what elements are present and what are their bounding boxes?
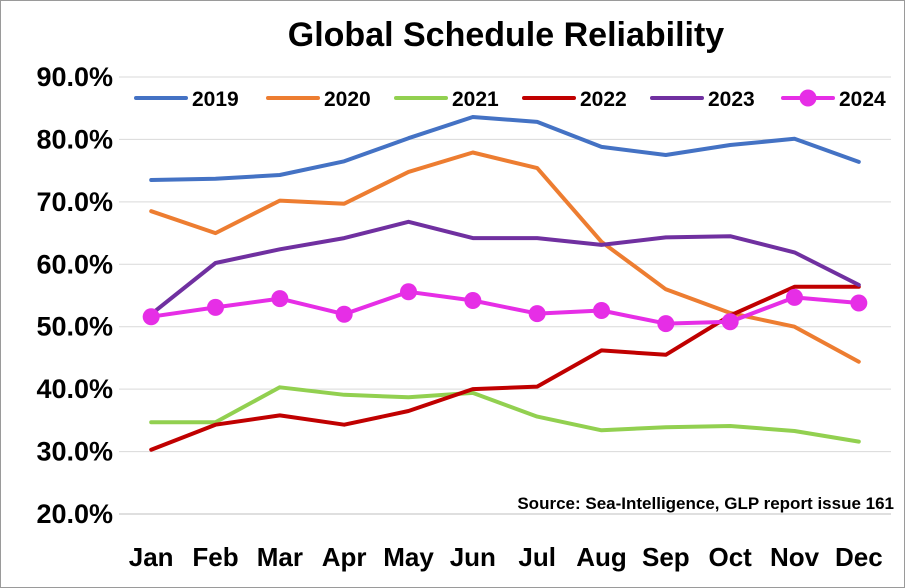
x-tick-label: Nov <box>770 542 820 572</box>
data-point-2024 <box>850 294 868 312</box>
data-point-2024 <box>786 288 803 306</box>
data-point-2024 <box>528 305 546 323</box>
y-tick-label: 20.0% <box>36 499 113 529</box>
legend-marker-2024 <box>799 89 817 107</box>
series-line-2023 <box>149 219 861 317</box>
data-point-2024 <box>207 298 224 316</box>
y-axis-ticks: 20.0% 30.0% 40.0% 50.0% 60.0% 70.0% 80.0% 90.0% <box>36 62 113 529</box>
data-point-2024 <box>335 305 353 323</box>
y-tick-label: 40.0% <box>36 374 113 404</box>
x-tick-label: Jun <box>450 542 496 572</box>
y-tick-label: 30.0% <box>36 437 113 467</box>
x-tick-label: Dec <box>835 542 883 572</box>
x-tick-label: Oct <box>708 542 752 572</box>
data-point-2024 <box>271 290 289 308</box>
data-point-2024 <box>142 308 160 326</box>
source-annotation: Source: Sea-Intelligence, GLP report iss… <box>517 494 894 513</box>
x-tick-label: Jul <box>518 542 556 572</box>
x-tick-label: Feb <box>192 542 238 572</box>
legend: 2019 2020 2021 2022 2023 2024 <box>134 88 886 111</box>
data-point-2024 <box>400 283 417 301</box>
x-tick-label: Mar <box>257 542 303 572</box>
x-tick-label: Sep <box>642 542 690 572</box>
y-tick-label: 70.0% <box>36 187 113 217</box>
legend-label-2021: 2021 <box>452 88 499 111</box>
series-line-2021 <box>149 385 861 444</box>
legend-label-2020: 2020 <box>324 88 371 111</box>
data-point-2024 <box>464 291 482 309</box>
series-lines <box>142 115 868 452</box>
y-tick-label: 60.0% <box>36 249 113 279</box>
legend-label-2023: 2023 <box>708 88 755 111</box>
x-tick-label: Aug <box>576 542 627 572</box>
y-tick-label: 80.0% <box>36 124 113 154</box>
y-tick-label: 90.0% <box>36 62 113 92</box>
data-point-2024 <box>721 313 739 331</box>
legend-label-2022: 2022 <box>580 88 627 111</box>
y-tick-label: 50.0% <box>36 312 113 342</box>
series-line-2024 <box>149 289 861 326</box>
legend-label-2019: 2019 <box>192 88 239 111</box>
data-point-2024 <box>593 301 610 319</box>
legend-label-2024: 2024 <box>839 88 886 111</box>
x-tick-label: May <box>383 542 434 572</box>
x-tick-label: Jan <box>129 542 174 572</box>
series-line-2022 <box>149 284 861 452</box>
series-line-2019 <box>149 115 861 182</box>
series-line-2020 <box>149 150 861 364</box>
chart-title: Global Schedule Reliability <box>288 16 725 54</box>
data-point-2024 <box>657 315 675 333</box>
x-axis-ticks: Jan Feb Mar Apr May Jun Jul Aug Sep Oct Nov Dec <box>129 542 883 572</box>
x-tick-label: Apr <box>322 542 367 572</box>
